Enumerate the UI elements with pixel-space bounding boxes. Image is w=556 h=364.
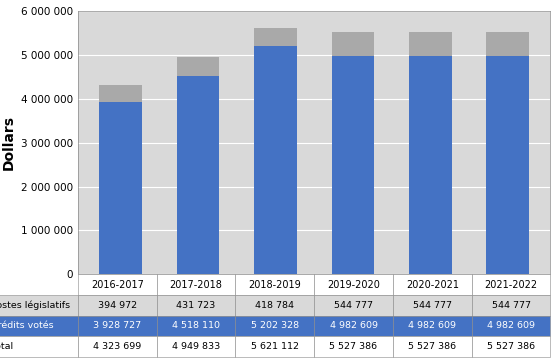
Bar — [486, 56, 529, 274]
Bar — [331, 56, 374, 274]
Bar — [486, 32, 529, 56]
Bar — [254, 46, 297, 274]
Bar — [100, 102, 142, 274]
Y-axis label: Dollars: Dollars — [1, 115, 16, 170]
Bar — [177, 57, 219, 76]
Bar — [177, 76, 219, 274]
Bar — [100, 84, 142, 102]
Bar — [254, 28, 297, 46]
Bar — [331, 32, 374, 56]
Bar — [409, 32, 451, 56]
Bar — [409, 56, 451, 274]
